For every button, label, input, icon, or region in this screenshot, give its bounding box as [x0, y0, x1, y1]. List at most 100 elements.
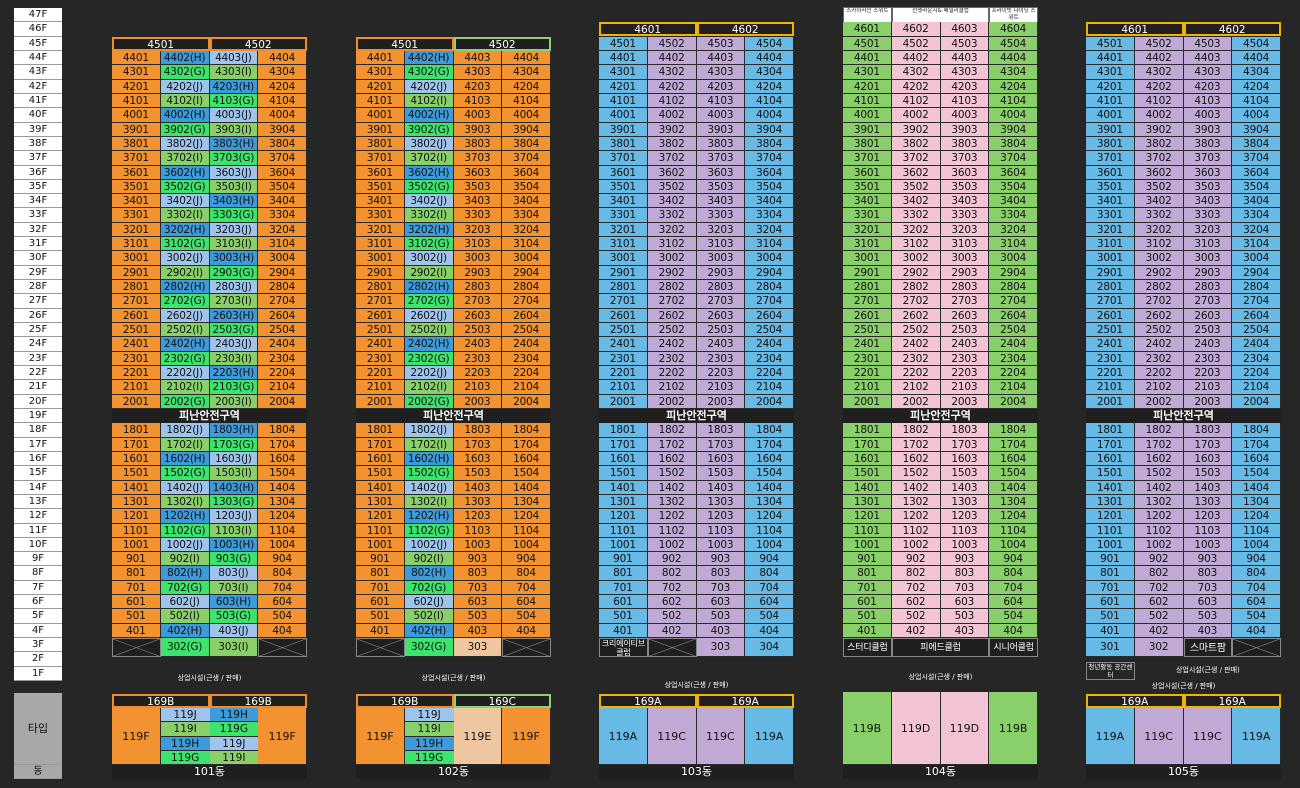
b101-unit: 3303(G): [209, 208, 259, 223]
b104-unit: 1101: [843, 523, 892, 538]
b103-unit: 2803: [696, 280, 746, 295]
b105-unit: 1501: [1086, 466, 1135, 481]
b105-unit: 1302: [1134, 494, 1184, 510]
b105-top-right: 4602: [1183, 22, 1281, 37]
b103-unit: 801: [599, 566, 648, 581]
b105-unit: 501: [1086, 609, 1135, 624]
b105-unit: 4202: [1134, 79, 1184, 94]
b102-unit: 3604: [502, 165, 551, 180]
b104-unit: 1701: [843, 437, 892, 452]
b102-unit: 2103: [453, 380, 503, 395]
b101-unit: 2701: [112, 294, 161, 309]
b105-unit: 4201: [1086, 79, 1135, 94]
floor-label: 15F: [14, 466, 62, 481]
b102-unit: 1104: [502, 523, 551, 538]
b104-unit: 2604: [989, 308, 1038, 324]
b103-unit: 702: [647, 580, 697, 596]
b102-unit: 803: [453, 566, 503, 581]
b104-unit: 2601: [843, 308, 892, 324]
floor-label: 25F: [14, 323, 62, 338]
b105-unit: 1002: [1134, 537, 1184, 553]
b105-unit: 1801: [1086, 423, 1135, 438]
b103-unit: 2401: [599, 337, 648, 352]
b103-unit: 2704: [745, 294, 794, 309]
b104-unit: 3703: [940, 151, 990, 166]
b103-unit: 3604: [745, 165, 794, 180]
b102-unit: 2104: [502, 380, 551, 395]
b103-name: 103동: [599, 765, 794, 779]
b101-type-right: 119F: [258, 708, 307, 765]
b104-unit: 4202: [891, 79, 941, 94]
b104-unit: 1402: [891, 480, 941, 495]
b104-type: 119D: [940, 692, 990, 765]
b102-type-mini: 119H: [404, 736, 454, 751]
b103-unit: 1402: [647, 480, 697, 495]
b101-unit: 703(I): [209, 580, 259, 596]
b101-unit: 1301: [112, 494, 161, 510]
b101-unit: 3402(J): [160, 194, 210, 209]
floor-label: 2F: [14, 652, 62, 667]
b105-unit: 4403: [1183, 50, 1233, 66]
b101-empty-slot: [112, 638, 161, 658]
b105-unit: 1602: [1134, 451, 1184, 467]
b102-unit: 2503: [453, 323, 503, 338]
b105-f3-smartfarm: 스마트팜: [1183, 638, 1233, 658]
b101-unit: 2401: [112, 337, 161, 352]
floor-label: 18F: [14, 423, 62, 438]
b105-unit: 703: [1183, 580, 1233, 596]
b105-unit: 1502: [1134, 466, 1184, 481]
b104-unit: 2804: [989, 280, 1038, 295]
b102-unit: 3504: [502, 179, 551, 195]
b103-unit: 2204: [745, 366, 794, 381]
b104-unit: 4203: [940, 79, 990, 94]
b104-unit: 3904: [989, 122, 1038, 137]
b104-unit: 1603: [940, 451, 990, 467]
b102-unit: 2204: [502, 366, 551, 381]
b101-unit: 3803(H): [209, 136, 259, 152]
b105-unit: 2601: [1086, 308, 1135, 324]
b103-unit: 1501: [599, 466, 648, 481]
b103-type-hdr-left: 169A: [599, 694, 697, 708]
b105-unit: 4504: [1232, 36, 1281, 51]
b105-unit: 2102: [1134, 380, 1184, 395]
b101-name: 101동: [112, 765, 307, 779]
b104-unit: 2501: [843, 323, 892, 338]
b101-unit: 4003(J): [209, 108, 259, 123]
b103-unit: 402: [647, 623, 697, 639]
b104-unit: 2101: [843, 380, 892, 395]
b102-unit: 502(I): [404, 609, 454, 624]
b105-refuge-label: 피난안전구역: [1086, 408, 1281, 424]
b102-unit: 3901: [356, 122, 405, 137]
b103-unit: 1101: [599, 523, 648, 538]
b105-unit: 2603: [1183, 308, 1233, 324]
floor-label: 32F: [14, 222, 62, 238]
b101-unit: 3001: [112, 251, 161, 266]
b105-unit: 902: [1134, 552, 1184, 567]
b103-unit: 2303: [696, 351, 746, 366]
b104-unit: 2402: [891, 337, 941, 352]
b105-unit: 4104: [1232, 93, 1281, 109]
b104-unit: 4603: [940, 22, 990, 37]
floor-label: 38F: [14, 136, 62, 152]
b105-unit: 4502: [1134, 36, 1184, 51]
b102-name: 102동: [356, 765, 551, 779]
b104-unit: 1601: [843, 451, 892, 467]
b102-unit: 704: [502, 580, 551, 596]
b105-unit: 4303: [1183, 65, 1233, 80]
b103-unit: 1302: [647, 494, 697, 510]
type-row-label: 타입: [14, 693, 62, 765]
floor-label: 7F: [14, 580, 62, 596]
b103-unit: 501: [599, 609, 648, 624]
b101-unit: 801: [112, 566, 161, 581]
b101-unit: 1702(I): [160, 437, 210, 452]
b101-type-mini: 119I: [160, 722, 210, 737]
b102-unit: 3104: [502, 237, 551, 252]
b105-unit: 2204: [1232, 366, 1281, 381]
b102-unit: 4103: [453, 93, 503, 109]
b102-unit: 1704: [502, 437, 551, 452]
floor-label: 17F: [14, 437, 62, 452]
b105-unit: 4204: [1232, 79, 1281, 94]
b102-unit: 3803: [453, 136, 503, 152]
b105-unit: 1303: [1183, 494, 1233, 510]
b101-type-mini: 119I: [209, 750, 259, 765]
